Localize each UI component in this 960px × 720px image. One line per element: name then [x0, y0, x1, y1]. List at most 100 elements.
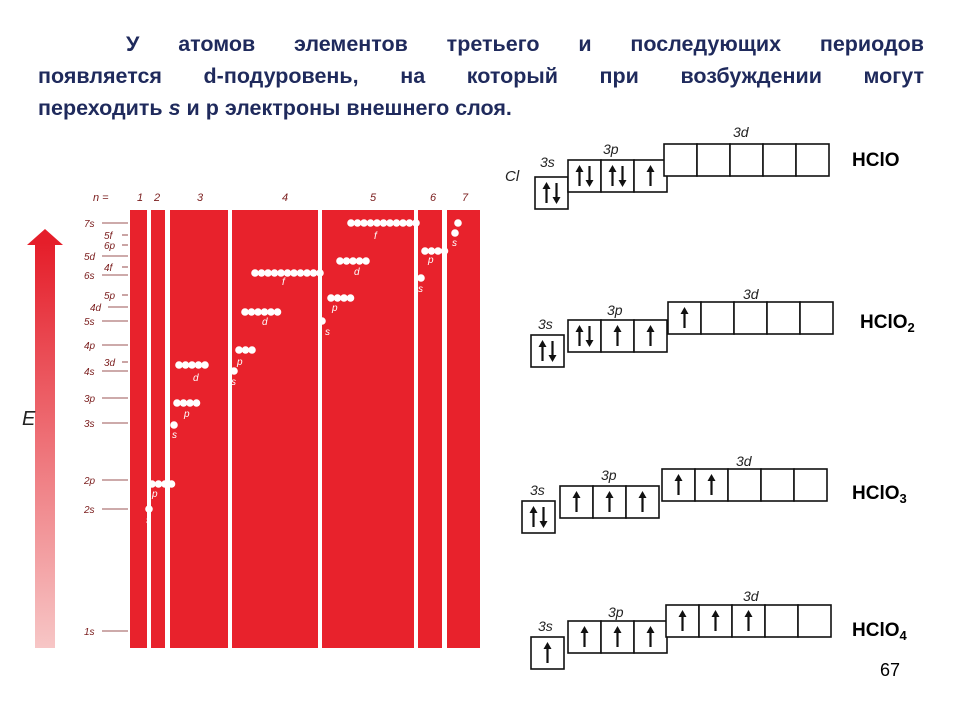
electron-dot	[201, 361, 209, 369]
electron-dot	[270, 269, 279, 277]
period-column-5	[322, 210, 414, 648]
up-arrow-head	[608, 165, 617, 172]
level-label: 4f	[104, 263, 114, 274]
electron-dot	[192, 399, 201, 407]
electron-dot	[373, 219, 381, 227]
p-label: 3p	[601, 467, 617, 483]
electron-dot	[399, 219, 407, 227]
level-label: 4p	[84, 341, 96, 352]
sublevel-letter: f	[374, 231, 378, 242]
s-orbital-box	[521, 500, 556, 534]
up-arrow-head	[580, 626, 589, 633]
level-label: 7s	[84, 219, 95, 230]
electron-dot	[353, 219, 362, 227]
d-orbital-box	[729, 143, 764, 177]
orbital-box-diagrams: 3s 3p 3d Cl 3s 3p 3d 3s 3p 3d 3s 3p 3d	[505, 124, 834, 670]
d-orbital-box	[733, 301, 768, 335]
s-label: 3s	[530, 482, 545, 498]
sublevel-letter: p	[331, 303, 338, 314]
p-label: 3p	[607, 302, 623, 318]
level-label: 6p	[104, 241, 116, 252]
d-orbital-box	[696, 143, 731, 177]
shell-letter: L	[150, 654, 156, 655]
electron-dot	[417, 274, 425, 282]
up-arrow-head	[707, 474, 716, 481]
electron-dot	[309, 269, 318, 277]
heading-line-3: переходить s и р электроны внешнего слоя…	[38, 96, 512, 120]
electron-dot	[316, 269, 324, 277]
electron-dot	[188, 361, 196, 369]
electron-dot	[241, 346, 250, 354]
down-arrow-head	[539, 521, 548, 528]
orbital-diagram-2: 3s 3p 3d	[530, 286, 834, 368]
orbital-diagram-1: 3s 3p 3d Cl	[505, 124, 830, 210]
s-label: 3s	[540, 154, 555, 170]
d-orbital-box	[760, 468, 795, 502]
electron-dot	[290, 269, 298, 277]
electron-dot	[194, 361, 203, 369]
electron-dot	[342, 257, 351, 265]
electron-dot	[340, 294, 348, 302]
period-number: 3	[197, 192, 204, 204]
electron-dot	[247, 308, 256, 316]
energy-axis-label: E	[22, 408, 36, 430]
n-label: n =	[93, 192, 109, 204]
electron-dot	[277, 269, 285, 277]
electron-dot	[273, 308, 282, 316]
electron-dot	[267, 308, 275, 316]
heading-line-1: У атомов элементов третьего и последующи…	[126, 32, 924, 56]
electron-dot	[366, 219, 375, 227]
d-orbital-box	[762, 143, 797, 177]
shell-letter: N	[268, 654, 276, 655]
electron-dot	[170, 421, 178, 429]
level-label: 6s	[84, 271, 95, 282]
element-symbol: Cl	[505, 168, 520, 185]
electron-dot	[175, 361, 183, 369]
up-arrow-head	[646, 165, 655, 172]
d-orbital-box	[727, 468, 762, 502]
d-label: 3d	[743, 286, 760, 302]
level-label: 3s	[84, 419, 95, 430]
up-arrow-head	[572, 491, 581, 498]
period-number: 1	[137, 192, 143, 204]
level-label: 4s	[84, 367, 95, 378]
s-orbital-box	[534, 176, 569, 210]
electron-dot	[427, 247, 436, 255]
electron-dot	[257, 269, 266, 277]
up-arrow-head	[542, 182, 551, 189]
sublevel-letter: s	[325, 327, 330, 338]
d-orbital-box	[795, 143, 830, 177]
electron-dot	[145, 505, 153, 513]
shell-letter: K	[130, 654, 138, 655]
up-arrow-head	[646, 325, 655, 332]
electron-dot	[296, 269, 305, 277]
orbital-diagram-3: 3s 3p 3d	[521, 453, 828, 534]
d-orbital-box	[793, 468, 828, 502]
electron-dot	[235, 346, 243, 354]
d-orbital-box	[766, 301, 801, 335]
level-label: 4d	[90, 303, 102, 314]
electron-dot	[179, 399, 188, 407]
up-arrow-head	[680, 307, 689, 314]
page-number: 67	[880, 660, 901, 680]
p-label: 3p	[608, 604, 624, 620]
electron-dot	[248, 346, 256, 354]
d-orbital-box	[700, 301, 735, 335]
electron-dot	[347, 219, 355, 227]
electron-dot	[254, 308, 262, 316]
electron-dot	[318, 317, 326, 325]
up-arrow-head	[613, 325, 622, 332]
up-arrow-head	[575, 165, 584, 172]
sublevel-letter: p	[183, 409, 190, 420]
electron-dot	[454, 219, 462, 227]
p-label: 3p	[603, 141, 619, 157]
orbital-diagram-4: 3s 3p 3d	[530, 588, 832, 670]
up-arrow-head	[646, 626, 655, 633]
up-arrow-head	[575, 325, 584, 332]
formula-hclo2: HClO2	[860, 312, 915, 335]
up-arrow-head	[538, 340, 547, 347]
shell-letter: M	[190, 654, 200, 655]
level-label: 3d	[104, 358, 116, 369]
down-arrow-head	[585, 340, 594, 347]
